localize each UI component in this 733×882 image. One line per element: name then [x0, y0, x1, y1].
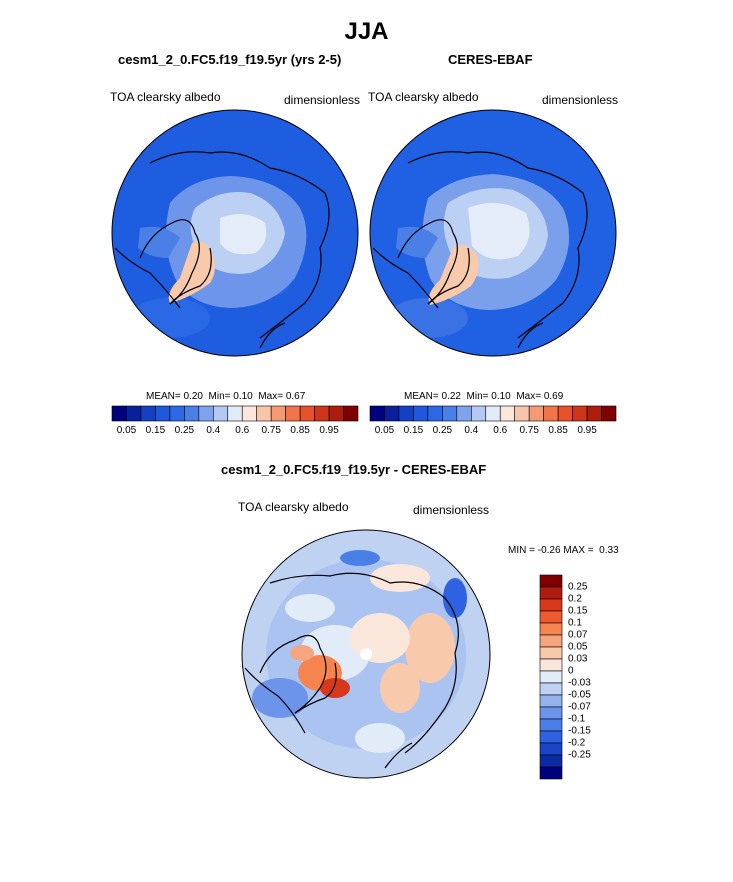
colorbar-box [543, 405, 559, 422]
colorbar-box [169, 405, 185, 422]
panel3-stats: MIN = -0.26 MAX = 0.33 [508, 545, 619, 556]
colorbar-box [557, 405, 573, 422]
colorbar-tick-label: 0.2 [568, 593, 582, 605]
colorbar-box [111, 405, 127, 422]
colorbar-tick-label: 0.25 [568, 581, 588, 593]
colorbar-box [314, 405, 330, 422]
colorbar-tick-label: 0.25 [174, 425, 195, 436]
colorbar-box [343, 405, 359, 422]
panel3-variable-label: TOA clearsky albedo [238, 500, 349, 514]
colorbar-tick-label: 0.85 [548, 425, 568, 436]
panel1-stats: MEAN= 0.20 Min= 0.10 Max= 0.67 [146, 391, 306, 402]
panel3-units-label: dimensionless [413, 503, 490, 517]
colorbar-box [485, 405, 501, 422]
colorbar-tick-label: 0.05 [374, 425, 395, 436]
colorbar-tick-label: 0.85 [290, 425, 310, 436]
colorbar-tick-label: -0.07 [568, 701, 591, 713]
panel1-variable-label: TOA clearsky albedo [110, 90, 221, 104]
colorbar-tick-label: 0.05 [568, 641, 588, 653]
panel1-colorbar [111, 405, 359, 422]
panel2-polar-map [369, 109, 617, 357]
panel1-colorbar-ticks: 0.05 0.15 0.25 0.4 0.6 0.75 0.85 0.95 [112, 425, 358, 439]
colorbar-tick-label: 0.4 [464, 425, 479, 436]
colorbar-box [241, 405, 258, 422]
colorbar-tick-label: 0.1 [568, 617, 582, 629]
colorbar-tick-label: 0.03 [568, 653, 588, 665]
panel3-title: cesm1_2_0.FC5.f19_f19.5yr - CERES-EBAF [221, 462, 487, 477]
colorbar-tick-label: 0.15 [568, 605, 588, 617]
colorbar-box [227, 405, 243, 422]
panel2-stats: MEAN= 0.22 Min= 0.10 Max= 0.69 [404, 391, 564, 402]
colorbar-tick-label: 0.05 [116, 425, 137, 436]
colorbar-tick-label: -0.03 [568, 677, 591, 689]
colorbar-box [427, 405, 443, 422]
colorbar-tick-label: 0.07 [568, 629, 588, 641]
panel2-colorbar [369, 405, 617, 422]
colorbar-box [470, 405, 487, 422]
colorbar-box [528, 405, 544, 422]
colorbar-tick-label: 0.95 [577, 425, 597, 436]
panel1-units-label: dimensionless [284, 93, 361, 107]
panel3-colorbar [539, 574, 563, 780]
colorbar-box [499, 405, 516, 422]
colorbar-box [285, 405, 301, 422]
colorbar-box [456, 405, 472, 422]
colorbar-tick-label: 0 [568, 665, 574, 677]
colorbar-box [413, 405, 429, 422]
colorbar-tick-label: -0.15 [568, 725, 591, 737]
colorbar-box [184, 405, 200, 422]
panel3-colorbar-ticks: 0.25 0.2 0.15 0.1 0.07 0.05 0.03 0 -0.03 -0.05 -0.… [540, 575, 600, 779]
colorbar-box [328, 405, 344, 422]
colorbar-box [212, 405, 229, 422]
colorbar-box [299, 405, 315, 422]
panel2-variable-label: TOA clearsky albedo [368, 90, 479, 104]
colorbar-tick-label: 0.95 [319, 425, 339, 436]
colorbar-box [398, 405, 414, 422]
panel3-polar-map [241, 529, 491, 779]
colorbar-box [539, 766, 563, 780]
colorbar-tick-label: 0.25 [432, 425, 453, 436]
colorbar-box [601, 405, 617, 422]
colorbar-tick-label: 0.4 [206, 425, 221, 436]
panel1-polar-map [111, 109, 359, 357]
colorbar-box [140, 405, 156, 422]
colorbar-box [442, 405, 458, 422]
colorbar-box [126, 405, 142, 422]
colorbar-box [514, 405, 530, 422]
colorbar-box [384, 405, 400, 422]
colorbar-tick-label: -0.05 [568, 689, 591, 701]
colorbar-box [270, 405, 286, 422]
colorbar-tick-label: 0.15 [403, 425, 424, 436]
panel2-title: CERES-EBAF [448, 52, 533, 67]
colorbar-tick-label: -0.2 [568, 737, 586, 749]
colorbar-tick-label: 0.15 [145, 425, 166, 436]
colorbar-tick-label: 0.6 [235, 425, 250, 436]
colorbar-box [586, 405, 602, 422]
colorbar-box [198, 405, 214, 422]
colorbar-tick-label: -0.25 [568, 749, 591, 761]
colorbar-tick-label: 0.6 [493, 425, 508, 436]
colorbar-box [572, 405, 588, 422]
figure-title: JJA [344, 18, 389, 45]
colorbar-box [256, 405, 272, 422]
colorbar-tick-label: 0.75 [519, 425, 539, 436]
panel2-colorbar-ticks: 0.05 0.15 0.25 0.4 0.6 0.75 0.85 0.95 [370, 425, 616, 439]
panel1-title: cesm1_2_0.FC5.f19_f19.5yr (yrs 2-5) [118, 52, 342, 67]
colorbar-tick-label: 0.75 [261, 425, 281, 436]
colorbar-box [155, 405, 171, 422]
colorbar-tick-label: -0.1 [568, 713, 586, 725]
panel2-units-label: dimensionless [542, 93, 619, 107]
colorbar-box [369, 405, 385, 422]
